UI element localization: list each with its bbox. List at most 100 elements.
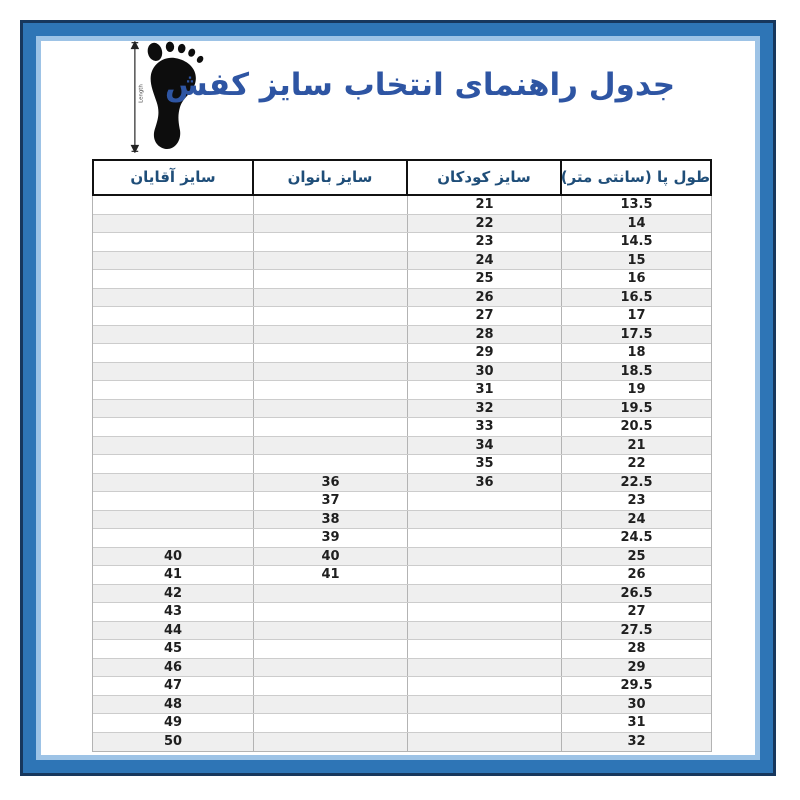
cell-children — [407, 510, 561, 528]
cell-children — [407, 584, 561, 602]
cell-men: 49 — [163, 715, 183, 730]
foot-measure-icon: Length — [123, 40, 227, 154]
cell-men: 46 — [163, 659, 183, 675]
table-row: 24.5 39 — [93, 529, 711, 548]
cell-women: 37 — [253, 492, 407, 510]
size-table-body: 13.5 21 14 22 14.5 23 15 24 16 25 16.5 26 17 27 17.5 28… — [92, 196, 712, 752]
cell-women — [253, 640, 407, 658]
cell-women — [253, 603, 407, 621]
table-row: 17.5 28 — [93, 325, 711, 344]
cell-men — [93, 363, 253, 381]
cell-length: 27.5 — [561, 621, 711, 639]
cell-men: 48 — [163, 696, 183, 712]
cell-length: 22.5 — [561, 473, 711, 491]
cell-length: 24.5 — [561, 529, 711, 547]
cell-women: 39 — [253, 529, 407, 547]
cell-women: 40 — [253, 547, 407, 565]
cell-length: 18.5 — [561, 362, 711, 380]
cell-children: 31 — [407, 381, 561, 399]
cell-men — [93, 270, 253, 288]
cell-length: 26 — [561, 566, 711, 584]
cell-men — [93, 326, 253, 344]
cell-children — [407, 529, 561, 547]
cell-men — [93, 400, 253, 418]
table-row: 24 38 — [93, 510, 711, 529]
cell-women: 38 — [253, 510, 407, 528]
cell-women — [253, 381, 407, 399]
cell-men: 50 — [163, 733, 183, 749]
cell-women — [253, 621, 407, 639]
table-row: 21 34 — [93, 436, 711, 455]
cell-length: 22 — [561, 455, 711, 473]
cell-men: 45 — [163, 641, 183, 656]
cell-women — [253, 307, 407, 325]
cell-men — [93, 455, 253, 473]
table-row: 30 48 — [93, 695, 711, 714]
cell-children: 35 — [407, 455, 561, 473]
table-row: 16.5 26 — [93, 288, 711, 307]
cell-men — [93, 418, 253, 436]
cell-children: 24 — [407, 251, 561, 269]
table-row: 32 50 — [93, 732, 711, 751]
cell-men: 40 — [163, 548, 183, 564]
cell-men: 41 — [163, 567, 183, 582]
cell-children — [407, 677, 561, 695]
cell-length: 16 — [561, 270, 711, 288]
cell-length: 29.5 — [561, 677, 711, 695]
cell-women — [253, 732, 407, 751]
cell-men: 44 — [163, 622, 183, 638]
cell-women — [253, 251, 407, 269]
cell-children: 27 — [407, 307, 561, 325]
cell-women — [253, 270, 407, 288]
measure-arrow — [130, 40, 140, 154]
cell-men — [93, 492, 253, 510]
table-row: 17 27 — [93, 307, 711, 326]
cell-children — [407, 714, 561, 732]
content-area: Length جدول راهنمای انتخاب سایز کفش طول — [36, 36, 760, 760]
header-men-size: سایز آقایان — [130, 168, 216, 186]
table-row: 22.5 36 36 — [93, 473, 711, 492]
cell-length: 13.5 — [561, 196, 711, 214]
cell-men — [93, 344, 253, 362]
cell-length: 20.5 — [561, 418, 711, 436]
cell-women — [253, 362, 407, 380]
cell-length: 19.5 — [561, 399, 711, 417]
cell-children: 26 — [407, 288, 561, 306]
cell-children — [407, 547, 561, 565]
table-row: 22 35 — [93, 455, 711, 474]
cell-children: 34 — [407, 436, 561, 454]
cell-women — [253, 714, 407, 732]
cell-length: 30 — [561, 695, 711, 713]
cell-men — [93, 289, 253, 307]
header-children-size: سایز کودکان — [406, 161, 560, 194]
table-row: 25 40 40 — [93, 547, 711, 566]
table-row: 31 49 — [93, 714, 711, 733]
header-women-size: سایز بانوان — [252, 161, 406, 194]
table-row: 27.5 44 — [93, 621, 711, 640]
cell-men: 43 — [163, 604, 183, 619]
table-row: 27 43 — [93, 603, 711, 622]
cell-children — [407, 658, 561, 676]
cell-children: 32 — [407, 399, 561, 417]
cell-length: 14 — [561, 214, 711, 232]
cell-women — [253, 418, 407, 436]
cell-women — [253, 344, 407, 362]
cell-men — [93, 381, 253, 399]
table-row: 29 46 — [93, 658, 711, 677]
cell-men: 47 — [163, 678, 183, 693]
cell-women — [253, 399, 407, 417]
cell-women — [253, 436, 407, 454]
cell-children — [407, 732, 561, 751]
cell-length: 24 — [561, 510, 711, 528]
cell-length: 17.5 — [561, 325, 711, 343]
table-row: 19 31 — [93, 381, 711, 400]
cell-length: 23 — [561, 492, 711, 510]
cell-children: 33 — [407, 418, 561, 436]
cell-length: 21 — [561, 436, 711, 454]
cell-children — [407, 640, 561, 658]
blue-frame: Length جدول راهنمای انتخاب سایز کفش طول — [20, 20, 776, 776]
cell-women — [253, 196, 407, 214]
cell-length: 15 — [561, 251, 711, 269]
cell-length: 19 — [561, 381, 711, 399]
